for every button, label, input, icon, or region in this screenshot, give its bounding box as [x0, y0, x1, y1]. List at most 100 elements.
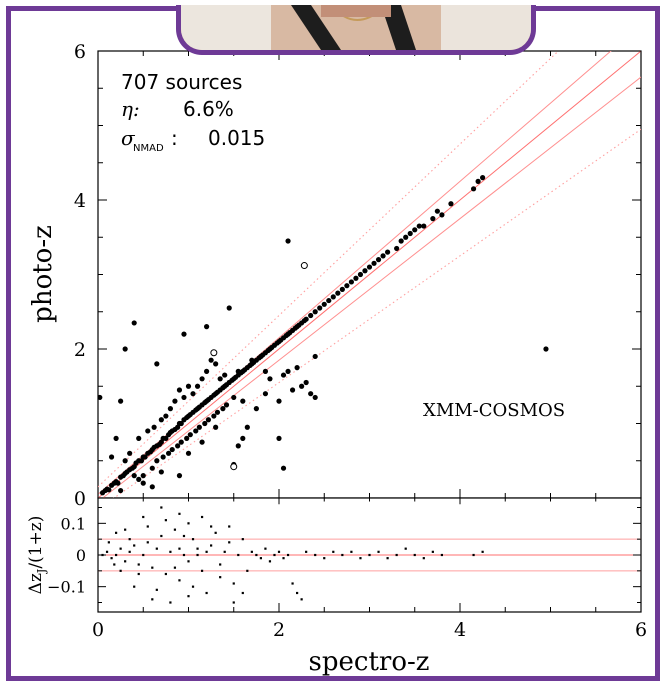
scatter-point — [240, 435, 246, 441]
residual-point — [205, 550, 208, 553]
residual-point — [191, 585, 195, 588]
residual-point — [107, 541, 110, 544]
residual-point — [200, 569, 204, 572]
annotation-sigma-symbol: σ — [121, 126, 136, 150]
residual-point — [386, 557, 389, 560]
residual-point — [200, 515, 204, 519]
scatter-point — [285, 368, 291, 374]
scatter-point — [169, 446, 175, 453]
residual-point — [241, 591, 244, 595]
scatter-point — [131, 320, 137, 326]
scatter-point — [131, 473, 137, 479]
residual-point — [133, 585, 136, 588]
scatter-point — [202, 420, 208, 427]
scatter-point — [165, 450, 172, 456]
annotation-sigma-colon: : — [171, 126, 178, 150]
residual-point — [105, 550, 109, 553]
scatter-point — [199, 439, 205, 445]
residual-point — [137, 572, 140, 576]
residual-point — [115, 553, 118, 557]
x-tick-label: 4 — [454, 619, 466, 641]
scatter-point — [204, 324, 210, 330]
residual-ylabel-sub: J — [35, 569, 48, 574]
residual-point — [377, 550, 380, 553]
scatter-point — [118, 487, 124, 494]
scatter-point — [176, 387, 183, 393]
scatter-point — [167, 406, 173, 412]
residual-point — [296, 591, 299, 595]
residual-point — [187, 595, 190, 598]
scatter-point — [113, 435, 119, 441]
scatter-point — [151, 424, 157, 430]
residual-point — [259, 557, 262, 560]
residual-point — [341, 553, 344, 557]
residual-point — [187, 560, 190, 563]
scatter-point — [357, 271, 364, 278]
residual-ylabel-main: Δz — [26, 573, 46, 594]
scatter-point — [312, 309, 318, 315]
residual-point — [413, 553, 416, 557]
scatter-point — [145, 428, 151, 434]
residual-points — [101, 506, 484, 604]
scatter-point — [196, 424, 202, 430]
scatter-point-open — [300, 262, 308, 270]
scatter-point — [127, 450, 133, 456]
scatter-point — [421, 223, 427, 229]
scatter-point — [244, 424, 250, 430]
scatter-point — [208, 357, 214, 363]
scatter-point — [480, 175, 486, 181]
residual-point — [146, 525, 149, 528]
scatter-point — [181, 331, 187, 337]
scatter-point — [403, 234, 409, 240]
residual-point — [395, 553, 398, 557]
residual-point — [146, 541, 149, 544]
residual-point — [155, 588, 158, 591]
scatter-point — [158, 469, 164, 475]
residual-point — [151, 598, 154, 601]
reference-line-2 — [101, 76, 641, 498]
scatter-point — [160, 454, 166, 460]
residual-point — [124, 528, 127, 531]
annotation-sigma-value: 0.015 — [208, 126, 265, 150]
scatter-point — [136, 435, 142, 441]
residual-point — [291, 582, 294, 585]
scatter-point — [240, 398, 246, 404]
residual-point — [196, 547, 199, 550]
scatter-point — [154, 458, 160, 464]
residual-point — [169, 601, 172, 604]
scatter-point — [317, 305, 323, 311]
scatter-point-open — [230, 463, 238, 471]
residual-point — [368, 553, 371, 557]
scatter-point — [470, 186, 477, 192]
scatter-point — [222, 372, 228, 378]
scatter-point — [149, 484, 155, 490]
scatter-point — [289, 387, 296, 393]
residual-point — [404, 547, 407, 550]
residual-point — [128, 550, 131, 553]
residual-point — [178, 579, 181, 582]
scatter-point — [434, 208, 440, 214]
scatter-point — [175, 443, 181, 449]
residual-point — [191, 538, 195, 541]
residual-point — [422, 557, 425, 560]
scatter-point — [416, 223, 422, 229]
axis-ticks — [97, 50, 642, 612]
residual-point — [241, 538, 244, 541]
residual-point — [359, 557, 362, 560]
scatter-point — [448, 201, 454, 207]
annotation-field: XMM-COSMOS — [423, 400, 565, 421]
scatter-point — [118, 398, 124, 404]
scatter-point — [172, 398, 178, 404]
scatter-point-open — [210, 349, 218, 357]
residual-point — [178, 547, 181, 550]
scatter-point — [214, 409, 221, 415]
scatter-point — [213, 361, 219, 367]
residual-point — [151, 566, 154, 569]
scatter-point — [185, 383, 192, 389]
axis-tick-labels: 0 2 4 6 0 2 4 6 0.1 0 −0.1 — [47, 41, 647, 641]
scatter-point — [299, 383, 305, 389]
scatter-point — [439, 212, 445, 218]
scatter-point — [235, 443, 241, 449]
annotation-eta-value: 6.6% — [183, 97, 234, 121]
residual-point — [182, 534, 186, 538]
